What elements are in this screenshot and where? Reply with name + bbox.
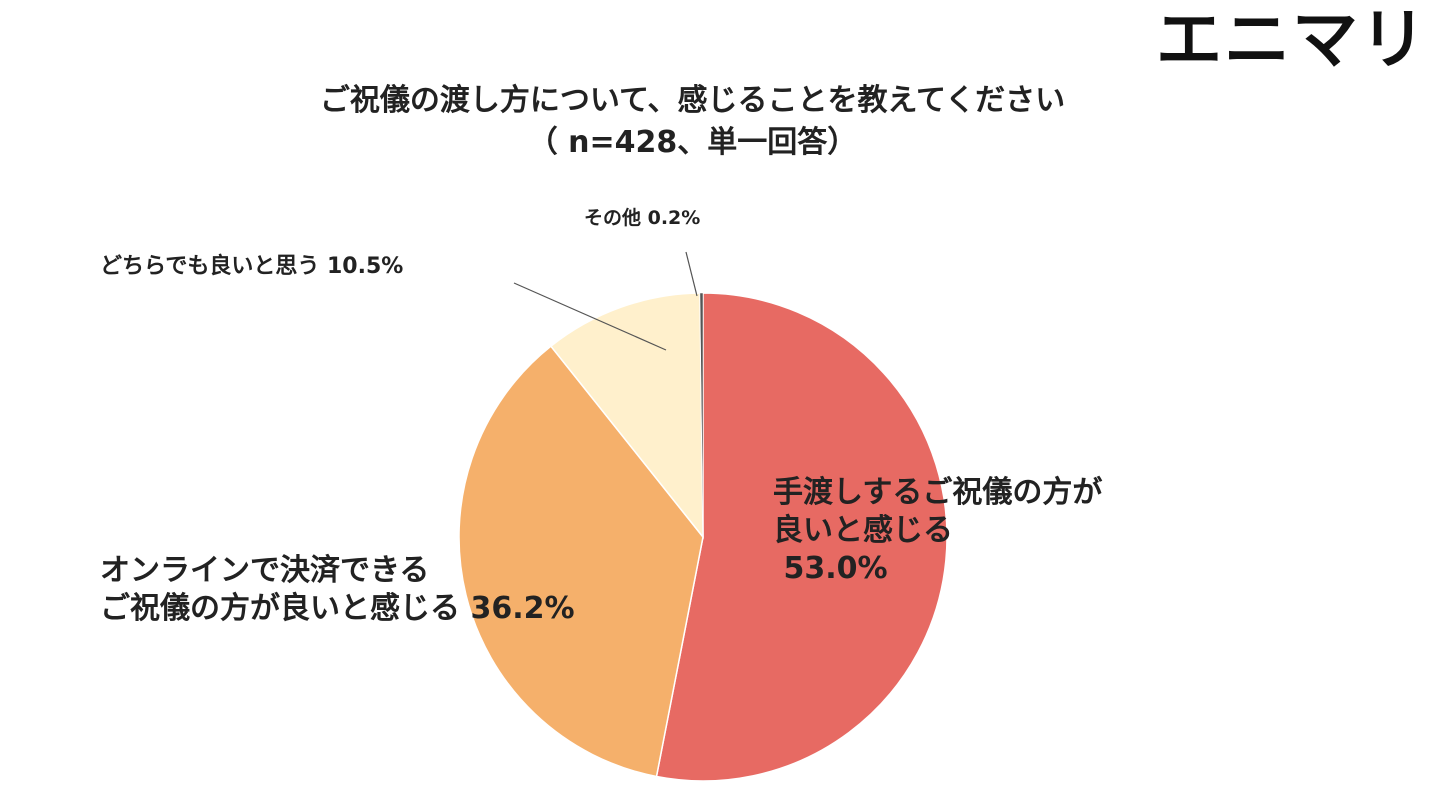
slice-online — [458, 345, 704, 778]
leader-lines — [513, 251, 698, 351]
slice-label-line: 良いと感じる — [773, 513, 953, 548]
pie-slices — [458, 292, 948, 782]
slice-handwritten — [655, 292, 948, 782]
leader-line — [513, 282, 667, 351]
slice-either — [549, 292, 704, 540]
chart-title-line2: （ n=428、単一回答） — [527, 125, 858, 160]
slice-handwritten-label: 手渡しするご祝儀の方が良いと感じる 53.0% — [773, 475, 1102, 586]
slice-label-line: その他 0.2% — [584, 206, 700, 229]
brand-logo: エニマリ — [1156, 1, 1428, 78]
slice-labels: 手渡しするご祝儀の方が良いと感じる 53.0% オンラインで決済できるご祝儀の方… — [100, 206, 1102, 626]
slice-other-label: その他 0.2% — [584, 206, 700, 229]
slice-either-label: どちらでも良いと思う 10.5% — [100, 253, 403, 279]
leader-line — [685, 251, 698, 297]
slice-other — [699, 292, 704, 538]
slice-label-line: どちらでも良いと思う 10.5% — [100, 253, 403, 279]
slice-label-line: オンラインで決済できる — [100, 553, 429, 588]
slice-label-line: ご祝儀の方が良いと感じる 36.2% — [100, 591, 575, 626]
slice-label-line: 53.0% — [773, 551, 888, 586]
slice-online-label: オンラインで決済できるご祝儀の方が良いと感じる 36.2% — [100, 553, 575, 626]
chart-title: ご祝儀の渡し方について、感じることを教えてください （ n=428、単一回答） — [0, 80, 1385, 164]
slice-label-line: 手渡しするご祝儀の方が — [773, 475, 1102, 510]
chart-title-line1: ご祝儀の渡し方について、感じることを教えてください — [319, 83, 1066, 118]
